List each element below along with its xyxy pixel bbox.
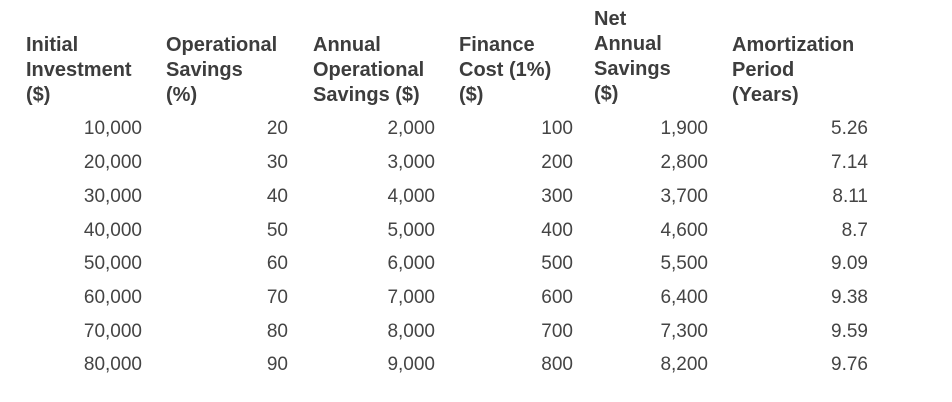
cell-finance-cost: 300 [541, 186, 573, 207]
cell-finance-cost: 500 [541, 253, 573, 274]
cell-operational-savings: 70 [266, 287, 288, 308]
header-line: Savings ($) [313, 84, 420, 106]
cell-amortization-period: 7.14 [831, 152, 868, 173]
header-operational-savings: Operational Savings (%) [166, 33, 277, 108]
header-line: ($) [26, 84, 51, 106]
cell-operational-savings: 60 [266, 253, 288, 274]
cell-initial-investment: 10,000 [83, 118, 142, 139]
cell-annual-operational-savings: 7,000 [387, 287, 435, 308]
cell-finance-cost: 100 [541, 118, 573, 139]
cell-initial-investment: 40,000 [83, 220, 142, 241]
cell-net-annual-savings: 5,500 [660, 253, 708, 274]
header-line: Amortization [732, 34, 855, 56]
header-line: Annual [313, 34, 381, 56]
cell-operational-savings: 50 [266, 220, 288, 241]
header-line: Annual [594, 33, 662, 55]
header-line: Savings [594, 58, 671, 80]
cell-amortization-period: 9.09 [831, 253, 868, 274]
cell-amortization-period: 9.59 [831, 321, 868, 342]
cell-initial-investment: 50,000 [83, 253, 142, 274]
cell-annual-operational-savings: 3,000 [387, 152, 435, 173]
header-finance-cost: Finance Cost (1%) ($) [459, 33, 551, 108]
cell-initial-investment: 20,000 [83, 152, 142, 173]
header-net-annual-savings: Net Annual Savings ($) [594, 7, 671, 107]
header-line: Operational [313, 59, 425, 81]
cell-operational-savings: 90 [266, 354, 288, 375]
cell-initial-investment: 80,000 [83, 354, 142, 375]
cell-annual-operational-savings: 5,000 [387, 220, 435, 241]
cell-operational-savings: 80 [266, 321, 288, 342]
cell-amortization-period: 9.76 [831, 354, 868, 375]
cell-annual-operational-savings: 2,000 [387, 118, 435, 139]
cell-amortization-period: 8.11 [832, 186, 868, 207]
header-line: Operational [166, 34, 278, 56]
cell-finance-cost: 600 [541, 287, 573, 308]
cell-finance-cost: 700 [541, 321, 573, 342]
header-line: Investment [26, 59, 132, 81]
header-line: ($) [459, 84, 484, 106]
header-line: Net [594, 8, 627, 30]
cell-annual-operational-savings: 8,000 [387, 321, 435, 342]
header-amortization-period: Amortization Period (Years) [732, 33, 854, 108]
header-line: Finance [459, 34, 535, 56]
cell-annual-operational-savings: 4,000 [387, 186, 435, 207]
cell-finance-cost: 800 [541, 354, 573, 375]
header-line: Cost (1%) [459, 59, 552, 81]
cell-net-annual-savings: 7,300 [660, 321, 708, 342]
cell-net-annual-savings: 3,700 [660, 186, 708, 207]
header-line: Initial [26, 34, 79, 56]
header-line: ($) [594, 83, 619, 105]
header-annual-operational-savings: Annual Operational Savings ($) [313, 33, 424, 108]
cell-net-annual-savings: 8,200 [660, 354, 708, 375]
cell-net-annual-savings: 6,400 [660, 287, 708, 308]
cell-initial-investment: 70,000 [83, 321, 142, 342]
cell-operational-savings: 20 [266, 118, 288, 139]
cell-operational-savings: 40 [266, 186, 288, 207]
header-initial-investment: Initial Investment ($) [26, 33, 132, 108]
header-line: (%) [166, 84, 198, 106]
cell-net-annual-savings: 4,600 [660, 220, 708, 241]
header-line: Period [732, 59, 795, 81]
cell-net-annual-savings: 1,900 [660, 118, 708, 139]
cell-amortization-period: 8.7 [841, 220, 868, 241]
header-line: (Years) [732, 84, 799, 106]
cell-amortization-period: 5.26 [831, 118, 868, 139]
cell-finance-cost: 400 [541, 220, 573, 241]
cell-finance-cost: 200 [541, 152, 573, 173]
cell-annual-operational-savings: 9,000 [387, 354, 435, 375]
cell-amortization-period: 9.38 [831, 287, 868, 308]
cell-initial-investment: 30,000 [83, 186, 142, 207]
header-line: Savings [166, 59, 243, 81]
cell-initial-investment: 60,000 [83, 287, 142, 308]
cell-annual-operational-savings: 6,000 [387, 253, 435, 274]
cell-net-annual-savings: 2,800 [660, 152, 708, 173]
cell-operational-savings: 30 [266, 152, 288, 173]
